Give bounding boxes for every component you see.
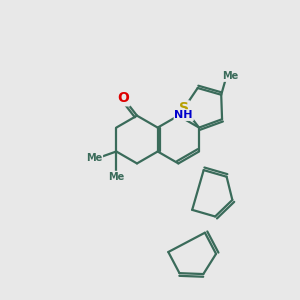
Text: O: O: [118, 91, 130, 105]
Text: Me: Me: [108, 172, 124, 182]
Text: Me: Me: [222, 71, 238, 81]
Text: S: S: [179, 101, 189, 115]
Text: NH: NH: [175, 110, 193, 120]
Text: Me: Me: [86, 153, 102, 163]
